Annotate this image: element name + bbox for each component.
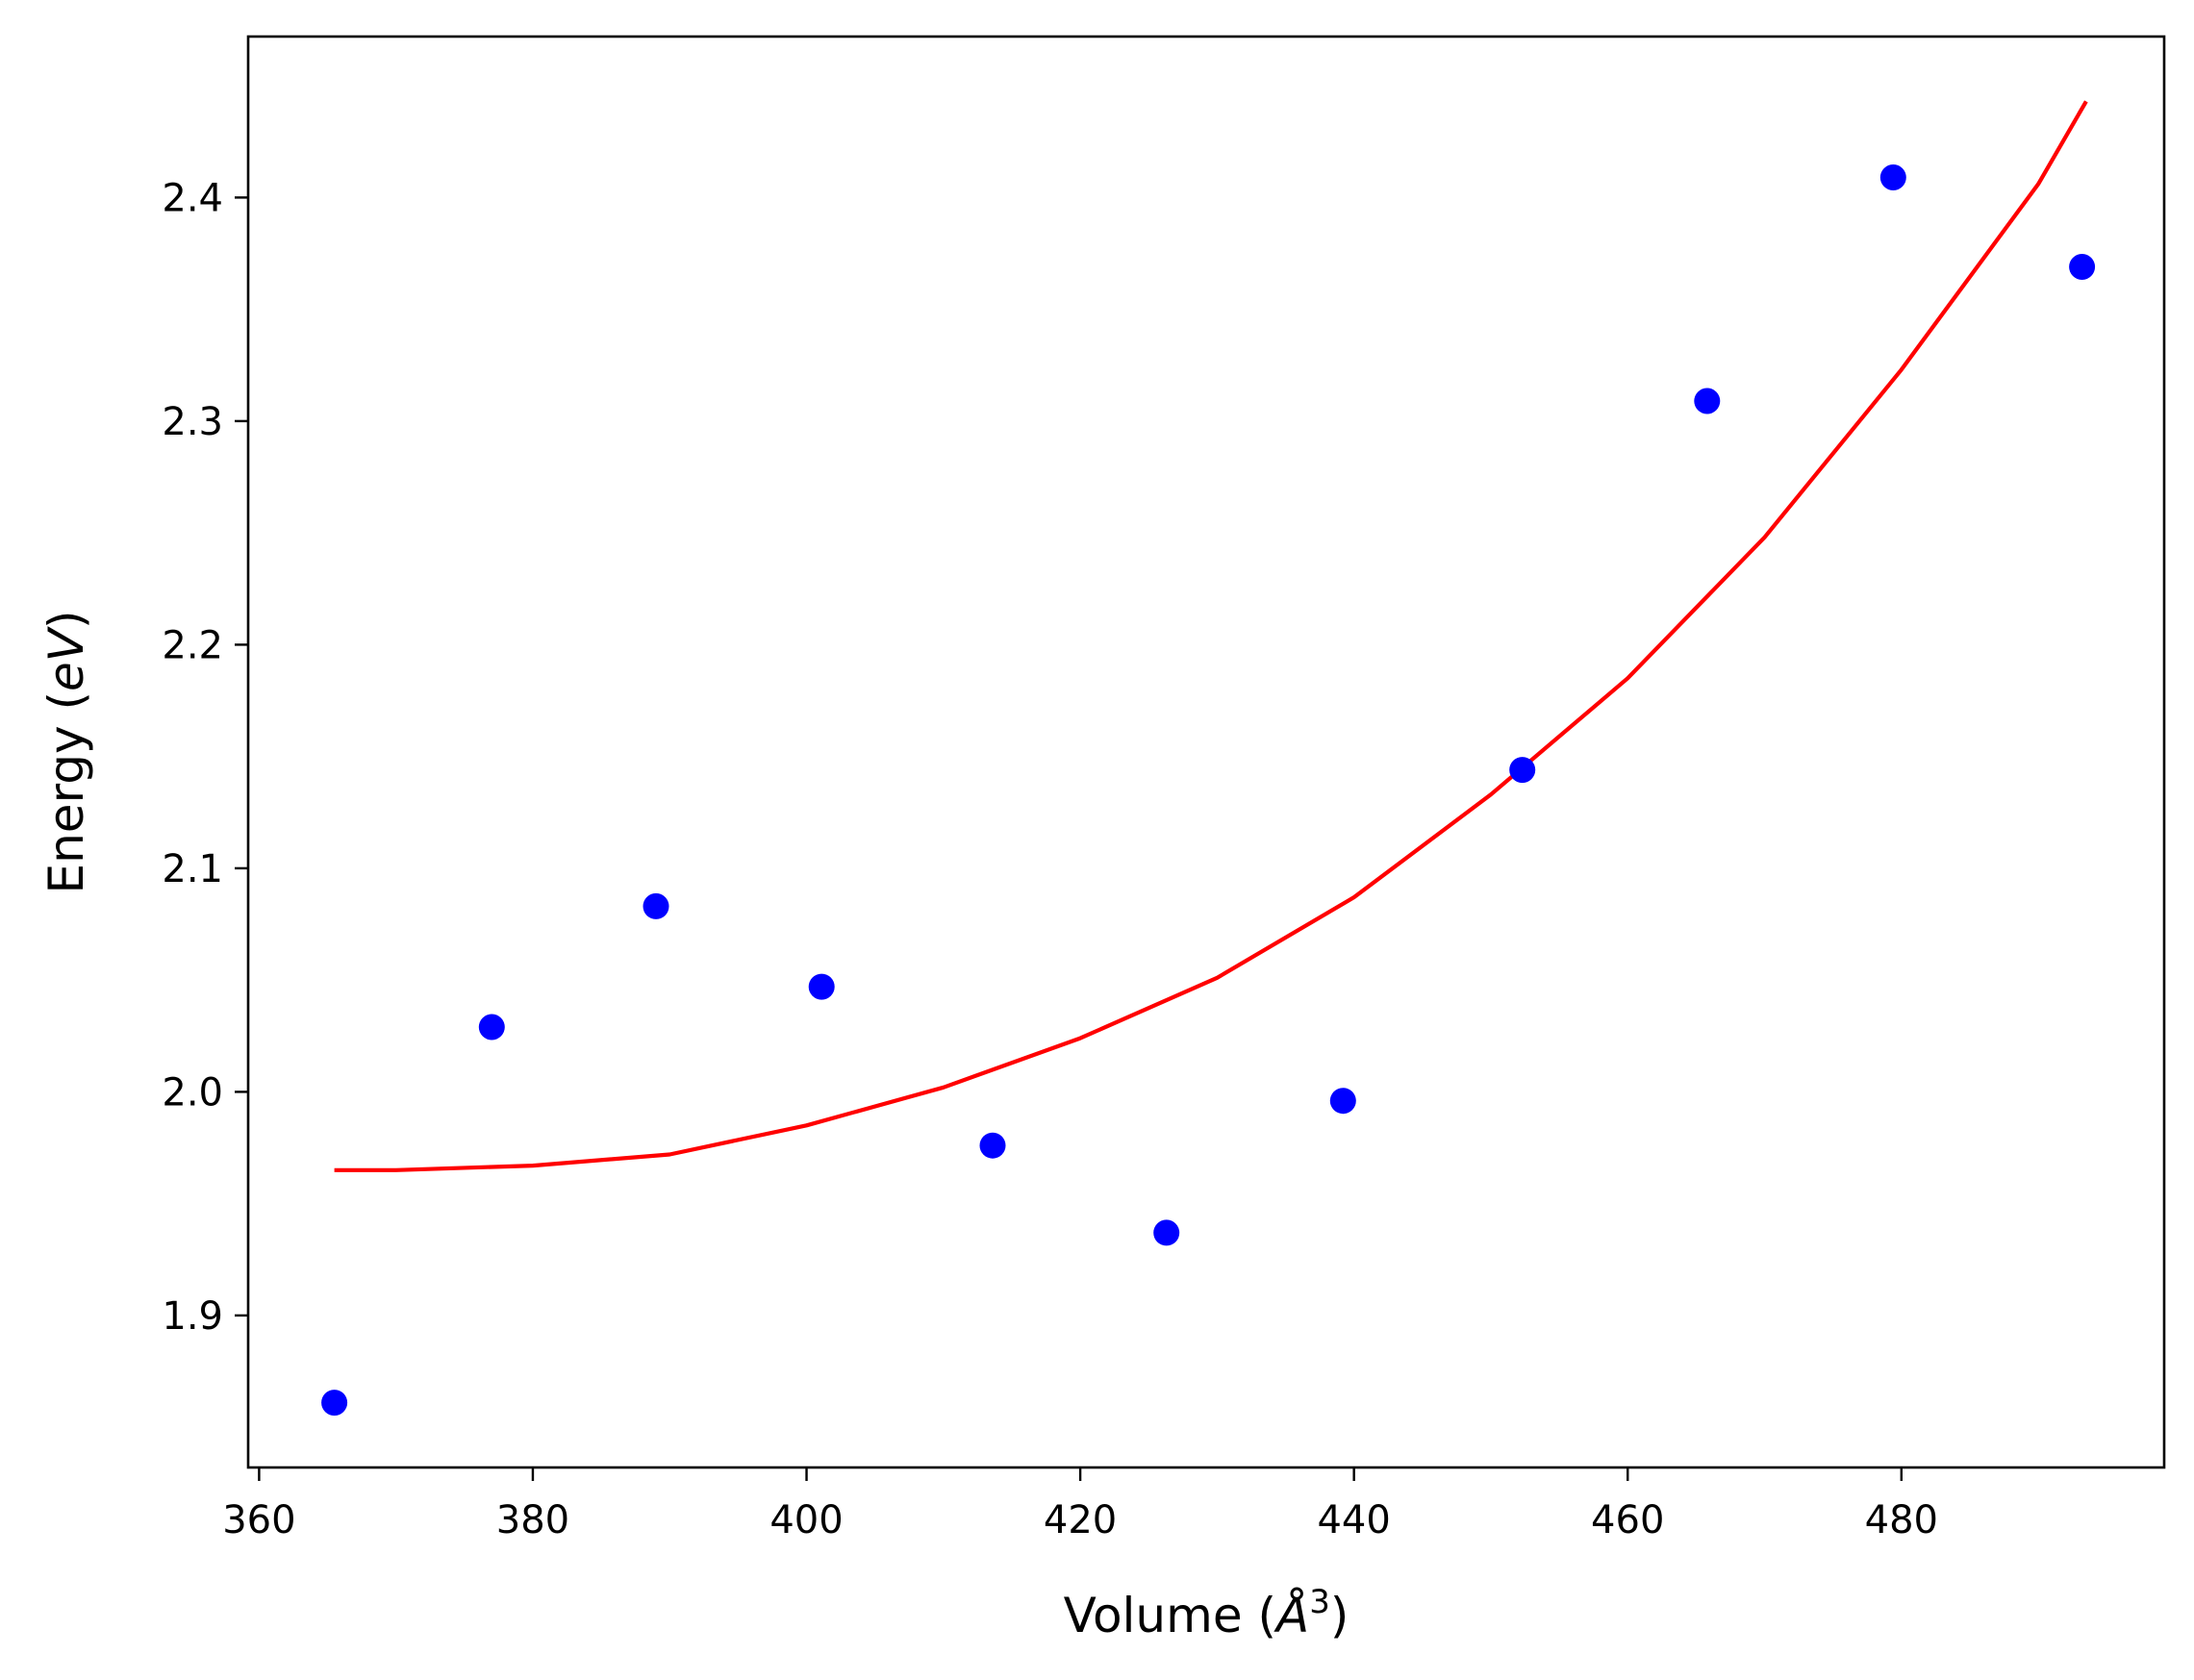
data-point [979, 1132, 1006, 1159]
x-tick-label: 480 [1865, 1498, 1938, 1542]
data-point [321, 1390, 348, 1417]
data-point [643, 892, 669, 919]
x-axis-ticks: 360 380 400 420 440 460 480 [222, 1467, 1938, 1542]
y-axis-ticks: 1.9 2.0 2.1 2.2 2.3 2.4 [162, 176, 248, 1339]
data-point [808, 973, 835, 1000]
y-tick-label: 2.2 [162, 623, 223, 667]
data-point [478, 1014, 505, 1041]
y-tick-label: 1.9 [162, 1294, 223, 1339]
data-point [2069, 254, 2096, 280]
y-tick-label: 2.4 [162, 176, 223, 220]
x-axis-label: Volume (Å3) [1064, 1583, 1349, 1643]
plot-frame [246, 35, 2166, 1469]
x-tick-label: 440 [1317, 1498, 1390, 1542]
x-tick-label: 400 [769, 1498, 843, 1542]
plot-content [321, 100, 2096, 1417]
data-point [1509, 757, 1536, 784]
data-point [1879, 164, 1906, 190]
data-point [1153, 1219, 1180, 1246]
y-tick-label: 2.1 [162, 847, 223, 891]
data-point [1694, 388, 1721, 414]
x-tick-label: 420 [1044, 1498, 1117, 1542]
x-tick-label: 360 [222, 1498, 295, 1542]
y-tick-label: 2.0 [162, 1070, 223, 1115]
fit-curve-line [334, 100, 2088, 1172]
y-axis-label: Energy (eV) [38, 611, 94, 894]
y-tick-label: 2.3 [162, 400, 223, 444]
x-tick-label: 380 [496, 1498, 569, 1542]
data-point [1329, 1088, 1356, 1115]
x-tick-label: 460 [1591, 1498, 1664, 1542]
